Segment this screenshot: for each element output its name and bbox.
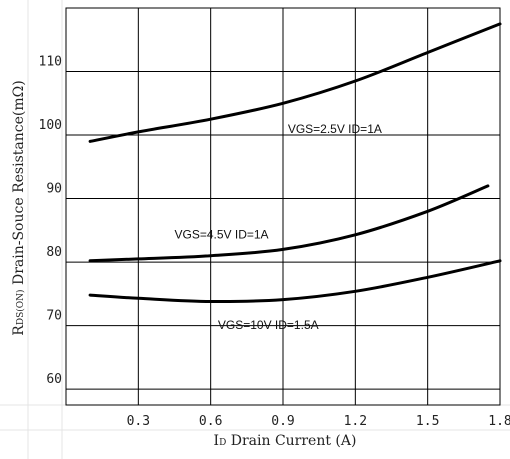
x-tick-label: 1.8 bbox=[488, 414, 510, 429]
y-tick-label: 80 bbox=[46, 245, 62, 260]
series-layer bbox=[88, 22, 502, 304]
x-tick-label: 0.9 bbox=[271, 414, 294, 429]
x-tick-label: 0.3 bbox=[127, 414, 150, 429]
y-axis-title: RDS(ON) Drain-Souce Resistance(mΩ) bbox=[11, 80, 27, 335]
y-tick-label: 60 bbox=[46, 372, 62, 387]
series-line-2 bbox=[88, 184, 490, 263]
series-line-3 bbox=[88, 259, 502, 304]
series-label-2: VGS=4.5V ID=1A bbox=[175, 228, 269, 242]
y-tick-label: 70 bbox=[46, 309, 62, 324]
x-axis-title: ID Drain Current (A) bbox=[214, 433, 357, 449]
y-tick-label: 100 bbox=[39, 118, 62, 133]
series-line-1 bbox=[88, 22, 502, 143]
series-label-1: VGS=2.5V ID=1A bbox=[288, 122, 382, 136]
x-tick-label: 1.5 bbox=[416, 414, 439, 429]
series-labels: VGS=2.5V ID=1A VGS=4.5V ID=1A VGS=10V ID=1… bbox=[175, 122, 382, 332]
grid bbox=[65, 7, 501, 406]
y-tick-label: 110 bbox=[39, 55, 62, 70]
tick-labels: 0.3 0.6 0.9 1.2 1.5 1.8 60 70 80 90 100 110 bbox=[39, 55, 510, 429]
x-tick-label: 1.2 bbox=[344, 414, 367, 429]
x-tick-label: 0.6 bbox=[199, 414, 222, 429]
series-label-3: VGS=10V ID=1.5A bbox=[218, 318, 319, 332]
y-tick-label: 90 bbox=[46, 182, 62, 197]
